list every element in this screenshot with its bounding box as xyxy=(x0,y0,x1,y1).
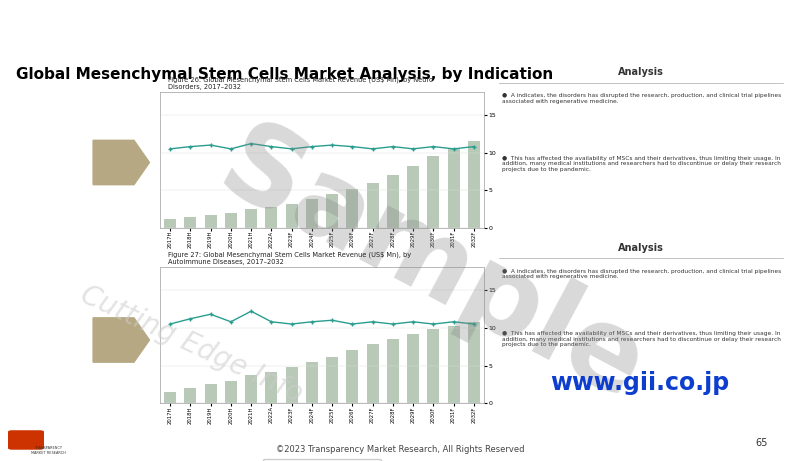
Text: Analysis: Analysis xyxy=(618,67,664,77)
Polygon shape xyxy=(624,0,800,46)
Bar xyxy=(468,322,480,403)
Text: Figure 27: Global Mesenchymal Stem Cells Market Revenue (US$ Mn), by
Autoimmune : Figure 27: Global Mesenchymal Stem Cells… xyxy=(168,252,411,265)
Text: Analysis: Analysis xyxy=(618,242,664,253)
Bar xyxy=(266,372,278,403)
Bar xyxy=(306,200,318,228)
Text: ●  A indicates, the disorders has disrupted the research, production, and clinic: ● A indicates, the disorders has disrupt… xyxy=(502,268,781,279)
Bar xyxy=(205,384,217,403)
Bar xyxy=(184,388,197,403)
Legend: Value (US$ Mn), Y-o-YGrowth (%): Value (US$ Mn), Y-o-YGrowth (%) xyxy=(263,284,381,293)
Text: Neuro Disorders: Neuro Disorders xyxy=(16,158,90,167)
Bar xyxy=(266,207,278,228)
Bar xyxy=(407,334,419,403)
Bar xyxy=(184,217,197,228)
Text: ©2023 Transparency Market Research, All Rights Reserved: ©2023 Transparency Market Research, All … xyxy=(276,445,524,454)
Text: Autoimmune Diseases: Autoimmune Diseases xyxy=(2,336,103,344)
Bar xyxy=(427,156,439,228)
Text: 65: 65 xyxy=(756,437,768,448)
Polygon shape xyxy=(680,14,800,46)
Text: Figure 26: Global Mesenchymal Stem Cells Market Revenue (US$ Mn), by Neuro
Disor: Figure 26: Global Mesenchymal Stem Cells… xyxy=(168,77,433,90)
Bar xyxy=(386,175,399,228)
Bar xyxy=(366,344,378,403)
Bar xyxy=(386,339,399,403)
Bar xyxy=(286,367,298,403)
Text: TRANSPARENCY
MARKET RESEARCH: TRANSPARENCY MARKET RESEARCH xyxy=(30,447,66,455)
Bar xyxy=(164,392,176,403)
Bar xyxy=(326,356,338,403)
Bar xyxy=(164,219,176,228)
Bar xyxy=(468,142,480,228)
Bar xyxy=(306,362,318,403)
Bar xyxy=(427,329,439,403)
FancyArrow shape xyxy=(93,140,150,185)
Text: ●  A indicates, the disorders has disrupted the research, production, and clinic: ● A indicates, the disorders has disrupt… xyxy=(502,93,781,104)
Bar xyxy=(326,194,338,228)
Bar xyxy=(447,149,460,228)
Text: Sample: Sample xyxy=(202,112,662,424)
Bar xyxy=(346,189,358,228)
Text: www.gii.co.jp: www.gii.co.jp xyxy=(550,371,730,395)
Bar xyxy=(346,350,358,403)
Bar xyxy=(286,204,298,228)
Bar xyxy=(245,375,258,403)
Text: Global Mesenchymal Stem Cells Market Analysis, by Indication: Global Mesenchymal Stem Cells Market Ana… xyxy=(16,67,554,82)
FancyBboxPatch shape xyxy=(8,430,44,450)
Bar xyxy=(225,213,237,228)
Text: ●  This has affected the availability of MSCs and their derivatives, thus limiti: ● This has affected the availability of … xyxy=(502,331,781,348)
Bar xyxy=(447,326,460,403)
Bar xyxy=(366,183,378,228)
Bar xyxy=(407,166,419,228)
Bar xyxy=(205,215,217,228)
Bar xyxy=(225,381,237,403)
FancyArrow shape xyxy=(93,318,150,362)
Legend: Value (US$ Mn), Y-o-YGrowth (%): Value (US$ Mn), Y-o-YGrowth (%) xyxy=(263,459,381,461)
Text: ●  This has affected the availability of MSCs and their derivatives, thus limiti: ● This has affected the availability of … xyxy=(502,156,781,172)
Bar xyxy=(245,209,258,228)
Text: Cutting Edge Info: Cutting Edge Info xyxy=(77,281,307,408)
